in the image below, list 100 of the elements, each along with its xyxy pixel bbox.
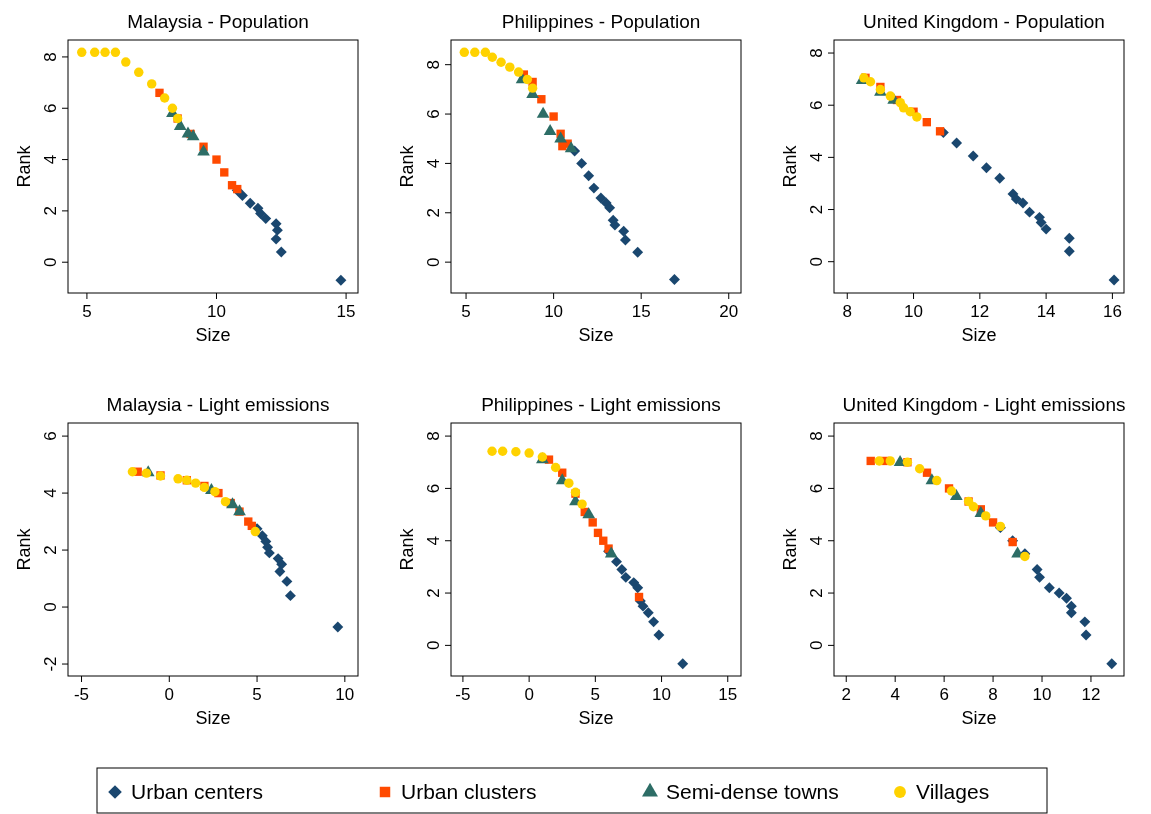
point [885, 456, 896, 466]
legend-label: Urban centers [131, 780, 263, 803]
y-tick-label: 4 [41, 488, 60, 498]
point [146, 79, 157, 89]
chart-title: Philippines - Population [501, 11, 701, 32]
y-axis-title: Rank [397, 527, 417, 571]
point [564, 141, 578, 153]
point [648, 616, 660, 628]
point [593, 528, 603, 538]
point [260, 213, 272, 225]
point [604, 202, 616, 214]
point [1080, 629, 1092, 641]
x-tick-label: 10 [1032, 685, 1052, 704]
point [582, 507, 596, 519]
point [244, 197, 256, 209]
point [220, 168, 229, 177]
y-tick-label: 6 [41, 431, 60, 441]
x-axis-title: Size [961, 325, 997, 345]
x-tick-label: 10 [544, 302, 564, 321]
y-tick-label: 2 [41, 545, 60, 555]
point [212, 155, 221, 164]
point [537, 95, 546, 104]
x-tick-label: 0 [164, 685, 175, 704]
x-tick-label: 10 [335, 685, 355, 704]
point [616, 564, 628, 575]
point [653, 629, 665, 641]
point [127, 467, 138, 477]
legend-label: Urban clusters [401, 780, 537, 803]
x-tick-label: 0 [524, 685, 534, 704]
point [100, 47, 110, 58]
chart-title: Philippines - Light emissions [481, 394, 721, 415]
x-axis-title: Size [195, 708, 231, 728]
y-tick-label: 4 [807, 536, 826, 546]
x-tick-label: 10 [904, 302, 923, 321]
x-tick-label: 15 [631, 302, 651, 321]
point [935, 127, 945, 136]
point [173, 474, 183, 484]
point [866, 456, 875, 466]
y-tick-label: 2 [424, 208, 443, 218]
point [1017, 197, 1029, 209]
x-tick-label: 16 [1102, 302, 1122, 321]
point [527, 83, 538, 93]
point [632, 582, 644, 594]
point [1031, 564, 1043, 575]
point [281, 575, 293, 587]
x-tick-label: 15 [718, 685, 738, 704]
x-tick-label: -5 [455, 685, 471, 704]
x-tick-label: 8 [988, 685, 998, 704]
point [497, 446, 508, 456]
y-axis-title: Rank [14, 527, 34, 571]
y-tick-label: 8 [807, 431, 826, 441]
point [1108, 274, 1120, 286]
point [167, 103, 178, 113]
x-tick-label: 8 [842, 302, 852, 321]
x-tick-label: 5 [252, 685, 262, 704]
point [874, 456, 884, 466]
point [134, 67, 144, 78]
point [588, 182, 600, 194]
point [276, 558, 288, 570]
point [480, 47, 491, 58]
point [967, 150, 979, 162]
y-tick-label: 8 [424, 59, 443, 70]
y-tick-label: -2 [41, 656, 60, 672]
point [1040, 223, 1052, 235]
point [335, 274, 347, 286]
y-tick-label: 8 [424, 431, 443, 441]
point [583, 170, 595, 182]
point [968, 502, 979, 512]
y-tick-label: 2 [424, 588, 443, 598]
point [549, 112, 558, 121]
y-tick-label: 0 [424, 257, 443, 267]
point [576, 157, 588, 169]
point [487, 52, 498, 62]
point [914, 464, 925, 474]
point [595, 192, 607, 204]
point [1063, 232, 1075, 244]
point [236, 190, 248, 201]
y-tick-label: 0 [41, 602, 60, 612]
chart-title: Malaysia - Light emissions [106, 394, 330, 415]
point [620, 571, 632, 583]
y-tick-label: 8 [41, 52, 60, 62]
y-tick-label: 2 [41, 206, 60, 216]
y-tick-label: 0 [807, 256, 826, 267]
y-tick-label: 4 [807, 152, 826, 163]
chart-title: United Kingdom - Population [863, 11, 1105, 32]
point [588, 518, 597, 527]
point [1061, 592, 1072, 604]
y-tick-label: 0 [41, 257, 60, 267]
point [981, 511, 991, 521]
point [275, 246, 287, 258]
point [511, 447, 521, 457]
point [159, 93, 170, 103]
point [898, 103, 909, 113]
point [487, 446, 497, 456]
point [121, 57, 131, 67]
y-tick-label: 6 [807, 100, 826, 110]
point [220, 496, 231, 507]
point [611, 556, 622, 568]
x-axis-title: Size [578, 325, 614, 345]
x-axis-title: Size [961, 708, 997, 728]
